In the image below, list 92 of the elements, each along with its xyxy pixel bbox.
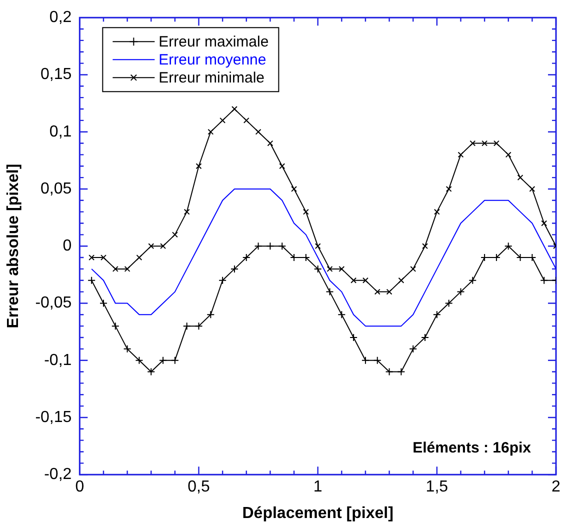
point xyxy=(350,334,358,342)
point xyxy=(111,322,120,330)
point xyxy=(182,322,191,330)
point xyxy=(243,117,250,124)
y-tick-label: 0,15 xyxy=(40,66,72,84)
point xyxy=(456,288,465,296)
point xyxy=(194,322,203,330)
point xyxy=(362,277,368,284)
point xyxy=(350,277,357,284)
point xyxy=(385,368,394,376)
y-tick-label: 0,2 xyxy=(49,9,72,26)
point xyxy=(398,277,404,284)
point xyxy=(242,254,250,262)
point xyxy=(172,232,178,238)
point xyxy=(88,254,95,260)
point xyxy=(505,152,512,158)
point xyxy=(267,140,274,146)
point xyxy=(326,288,334,296)
point xyxy=(482,140,488,146)
point xyxy=(314,243,321,250)
point xyxy=(291,186,297,192)
point xyxy=(374,288,380,295)
point xyxy=(517,174,524,181)
y-tick-label: 0,05 xyxy=(40,180,72,198)
point xyxy=(326,266,333,272)
x-tick-label: 0 xyxy=(75,478,84,496)
point xyxy=(422,243,428,250)
x-tick-label: 2 xyxy=(552,478,561,496)
point xyxy=(409,344,418,353)
point xyxy=(170,356,179,364)
point xyxy=(529,186,536,192)
point xyxy=(206,310,215,319)
point xyxy=(196,163,202,170)
point xyxy=(135,356,144,364)
point xyxy=(373,356,382,364)
point xyxy=(184,208,190,215)
point xyxy=(444,299,453,308)
point xyxy=(432,310,441,319)
point xyxy=(541,220,548,226)
point xyxy=(148,243,154,250)
point xyxy=(302,208,309,215)
point xyxy=(470,140,476,146)
point xyxy=(540,276,548,284)
point xyxy=(338,310,346,319)
point xyxy=(88,276,96,284)
point xyxy=(112,266,118,272)
point xyxy=(147,368,156,376)
point xyxy=(434,208,440,215)
point xyxy=(314,264,322,273)
point xyxy=(421,334,430,342)
y-tick-label: -0,2 xyxy=(44,466,72,484)
point xyxy=(266,242,274,250)
point xyxy=(124,266,130,272)
point xyxy=(468,276,477,284)
y-tick-label: 0,1 xyxy=(49,123,72,140)
point xyxy=(218,276,227,284)
y-tick-label: 0 xyxy=(62,238,72,255)
point xyxy=(136,254,142,260)
point xyxy=(208,128,214,135)
y-axis-title: Erreur absolue [pixel] xyxy=(5,164,22,328)
point xyxy=(220,117,226,124)
y-tick-label: -0,15 xyxy=(35,408,72,426)
y-tick-label: -0,1 xyxy=(44,352,72,369)
annotation: Eléments : 16pix xyxy=(412,440,532,457)
point xyxy=(361,356,370,364)
point xyxy=(100,254,106,260)
point xyxy=(230,264,238,273)
point xyxy=(446,186,452,192)
point xyxy=(386,288,392,295)
legend-label: Erreur minimale xyxy=(158,70,265,87)
x-tick-label: 1 xyxy=(313,478,322,496)
point xyxy=(279,163,286,170)
legend-label: Erreur maximale xyxy=(158,34,269,51)
point xyxy=(278,242,286,250)
x-axis-title: Déplacement [pixel] xyxy=(242,504,394,522)
point xyxy=(160,243,166,250)
point xyxy=(159,356,168,364)
point xyxy=(493,140,500,146)
legend-label: Erreur moyenne xyxy=(158,52,266,69)
point xyxy=(504,242,512,250)
point xyxy=(254,242,262,250)
point xyxy=(458,152,464,158)
point xyxy=(410,266,416,272)
x-tick-label: 1,5 xyxy=(426,478,448,496)
point xyxy=(338,266,345,272)
y-tick-label: -0,05 xyxy=(35,294,72,312)
point xyxy=(99,299,108,308)
point xyxy=(232,106,238,112)
point xyxy=(255,128,262,135)
point xyxy=(397,368,406,376)
x-tick-label: 0,5 xyxy=(188,478,210,496)
point xyxy=(123,344,132,353)
